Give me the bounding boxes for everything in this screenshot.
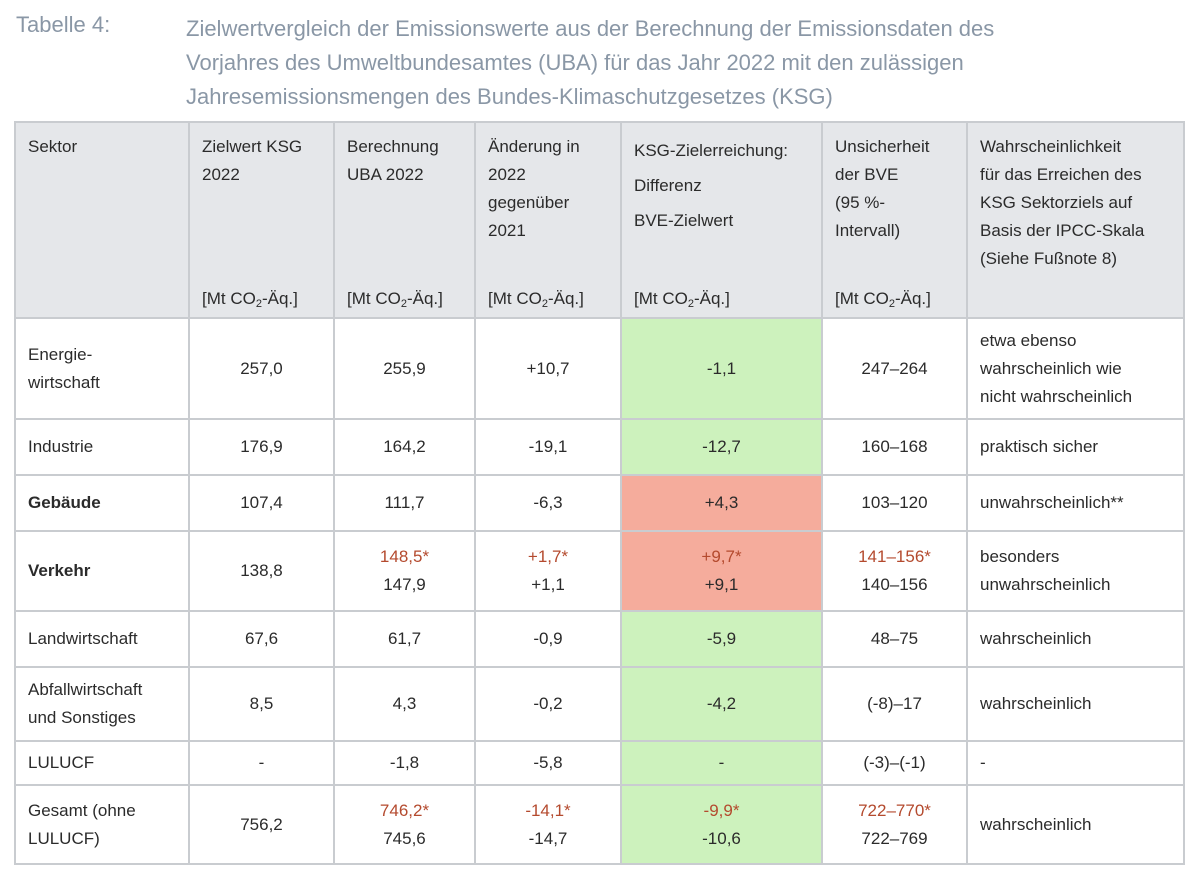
probability-cell: etwa ebenso wahrscheinlich wie nicht wahrs… — [966, 317, 1185, 420]
revised-value: 722–770* — [858, 800, 931, 820]
change-cell: -0,9 — [474, 610, 622, 668]
diff-cell: +4,3 — [620, 474, 823, 532]
diff-cell: -4,2 — [620, 666, 823, 742]
uncertainty-cell: 48–75 — [821, 610, 968, 668]
header-ksg-target: KSG-Zielerreichung: Differenz BVE-Zielwe… — [620, 121, 823, 319]
uncertainty-cell: 141–156* 140–156 — [821, 530, 968, 612]
probability-cell: - — [966, 740, 1185, 786]
sector-cell: Abfallwirtschaft und Sonstiges — [14, 666, 190, 742]
uncertainty-cell: (-8)–17 — [821, 666, 968, 742]
header-target: Zielwert KSG 2022 [Mt CO2-Äq.] — [188, 121, 335, 319]
uncertainty-cell: 103–120 — [821, 474, 968, 532]
uba-cell: 61,7 — [333, 610, 476, 668]
target-cell: 257,0 — [188, 317, 335, 420]
uncertainty-cell: 247–264 — [821, 317, 968, 420]
header-probability: Wahrscheinlichkeit für das Erreichen des… — [966, 121, 1185, 319]
change-cell: +1,7* +1,1 — [474, 530, 622, 612]
header-unit: [Mt CO2-Äq.] — [202, 289, 298, 310]
target-cell: 756,2 — [188, 784, 335, 865]
change-cell: -19,1 — [474, 418, 622, 476]
uncertainty-cell: 722–770* 722–769 — [821, 784, 968, 865]
caption-title: Zielwertvergleich der Emissionswerte aus… — [186, 12, 1176, 114]
header-unit: [Mt CO2-Äq.] — [488, 289, 584, 310]
table-row: Verkehr 138,8 148,5* 147,9 +1,7* +1,1 +9,7… — [14, 530, 1185, 612]
sector-cell: Industrie — [14, 418, 190, 476]
change-cell: -5,8 — [474, 740, 622, 786]
probability-cell: wahrscheinlich — [966, 666, 1185, 742]
header-sector: Sektor — [14, 121, 190, 319]
change-cell: -0,2 — [474, 666, 622, 742]
sector-cell: Gesamt (ohne LULUCF) — [14, 784, 190, 865]
table-row: Gebäude 107,4 111,7 -6,3 +4,3 103–120 un… — [14, 474, 1185, 532]
revised-value: 746,2* — [379, 800, 430, 820]
uba-cell: 148,5* 147,9 — [333, 530, 476, 612]
target-cell: 107,4 — [188, 474, 335, 532]
caption-line: Jahresemissionsmengen des Bundes-Klimasc… — [186, 84, 833, 109]
diff-cell: - — [620, 740, 823, 786]
revised-value: -9,9* — [703, 800, 740, 820]
caption-label: Tabelle 4: — [16, 12, 111, 37]
table-row: Landwirtschaft 67,6 61,7 -0,9 -5,9 48–75… — [14, 610, 1185, 668]
diff-cell: -9,9* -10,6 — [620, 784, 823, 865]
uba-cell: 164,2 — [333, 418, 476, 476]
sector-cell: Verkehr — [14, 530, 190, 612]
header-uba: Berechnung UBA 2022 [Mt CO2-Äq.] — [333, 121, 476, 319]
header-change: Änderung in 2022 gegenüber 2021 [Mt CO2-… — [474, 121, 622, 319]
probability-cell: besonders unwahrscheinlich — [966, 530, 1185, 612]
uba-cell: 255,9 — [333, 317, 476, 420]
revised-value: +9,7* — [701, 547, 742, 566]
table-row: LULUCF - -1,8 -5,8 - (-3)–(-1) - — [14, 740, 1185, 786]
header-unit: [Mt CO2-Äq.] — [835, 289, 931, 310]
change-cell: -6,3 — [474, 474, 622, 532]
diff-cell: -12,7 — [620, 418, 823, 476]
change-cell: +10,7 — [474, 317, 622, 420]
table-row: Abfallwirtschaft und Sonstiges 8,5 4,3 -0… — [14, 666, 1185, 742]
sector-cell: Gebäude — [14, 474, 190, 532]
uba-cell: 111,7 — [333, 474, 476, 532]
target-cell: 176,9 — [188, 418, 335, 476]
probability-cell: wahrscheinlich — [966, 610, 1185, 668]
target-cell: 67,6 — [188, 610, 335, 668]
change-cell: -14,1* -14,7 — [474, 784, 622, 865]
table-row: Gesamt (ohne LULUCF) 756,2 746,2* 745,6 -1… — [14, 784, 1185, 865]
table-row: Industrie 176,9 164,2 -19,1 -12,7 160–16… — [14, 418, 1185, 476]
diff-cell: -1,1 — [620, 317, 823, 420]
probability-cell: unwahrscheinlich** — [966, 474, 1185, 532]
diff-cell: -5,9 — [620, 610, 823, 668]
probability-cell: praktisch sicher — [966, 418, 1185, 476]
emissions-table: Sektor Zielwert KSG 2022 [Mt CO2-Äq.] Be… — [14, 121, 1185, 865]
header-row: Sektor Zielwert KSG 2022 [Mt CO2-Äq.] Be… — [14, 121, 1185, 319]
revised-value: 148,5* — [379, 547, 430, 566]
revised-value: +1,7* — [527, 547, 569, 566]
header-unit: [Mt CO2-Äq.] — [634, 289, 730, 310]
sector-cell: LULUCF — [14, 740, 190, 786]
sector-cell: Energie-wirtschaft — [14, 317, 190, 420]
header-unit: [Mt CO2-Äq.] — [347, 289, 443, 310]
probability-cell: wahrscheinlich — [966, 784, 1185, 865]
revised-value: -14,1* — [525, 800, 571, 820]
table-row: Energie-wirtschaft 257,0 255,9 +10,7 -1,… — [14, 317, 1185, 420]
caption-line: Zielwertvergleich der Emissionswerte aus… — [186, 16, 995, 41]
uncertainty-cell: 160–168 — [821, 418, 968, 476]
sector-cell: Landwirtschaft — [14, 610, 190, 668]
target-cell: 8,5 — [188, 666, 335, 742]
uncertainty-cell: (-3)–(-1) — [821, 740, 968, 786]
uba-cell: 746,2* 745,6 — [333, 784, 476, 865]
uba-cell: -1,8 — [333, 740, 476, 786]
uba-cell: 4,3 — [333, 666, 476, 742]
revised-value: 141–156* — [858, 547, 931, 566]
header-uncertainty: Unsicherheit der BVE (95 %- Intervall) [… — [821, 121, 968, 319]
target-cell: 138,8 — [188, 530, 335, 612]
diff-cell: +9,7* +9,1 — [620, 530, 823, 612]
target-cell: - — [188, 740, 335, 786]
caption-line: Vorjahres des Umweltbundesamtes (UBA) fü… — [186, 50, 964, 75]
